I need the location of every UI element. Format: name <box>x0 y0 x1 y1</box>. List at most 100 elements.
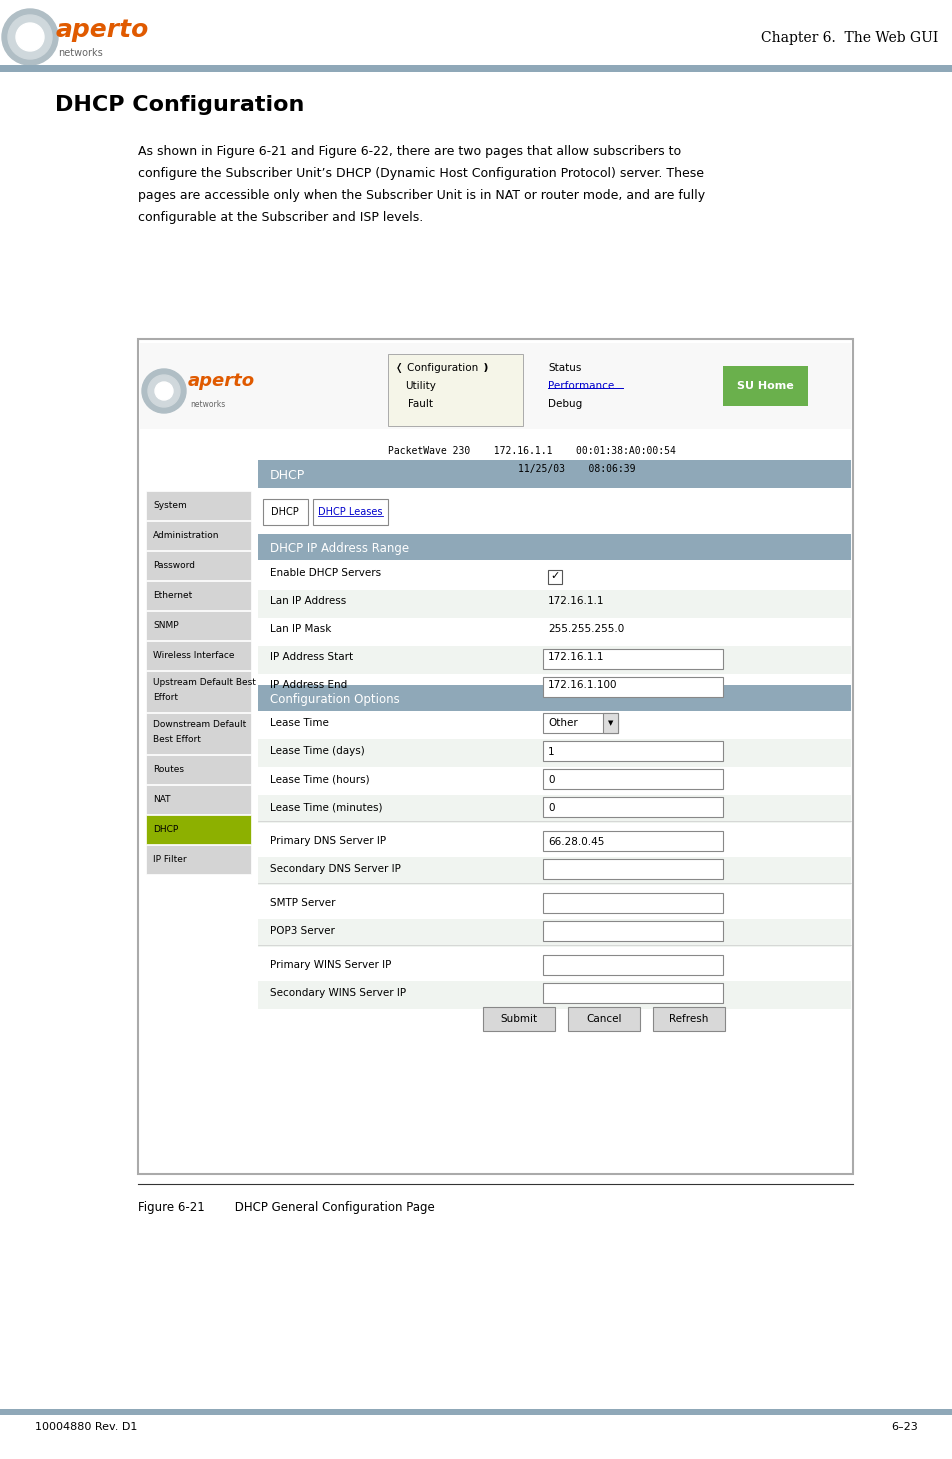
Circle shape <box>142 369 186 413</box>
Text: 11/25/03    08:06:39: 11/25/03 08:06:39 <box>518 464 635 474</box>
Bar <box>146 641 250 670</box>
Text: Refresh: Refresh <box>668 1014 708 1024</box>
Text: Lease Time (days): Lease Time (days) <box>269 746 365 756</box>
Text: Routes: Routes <box>153 765 184 773</box>
Bar <box>603 713 617 732</box>
Text: Configuration Options: Configuration Options <box>269 693 399 706</box>
Text: NAT: NAT <box>153 795 170 804</box>
Text: 10004880 Rev. D1: 10004880 Rev. D1 <box>35 1423 137 1431</box>
Text: Ethernet: Ethernet <box>153 591 192 600</box>
Text: Chapter 6.  The Web GUI: Chapter 6. The Web GUI <box>760 31 937 45</box>
Text: Lan IP Mask: Lan IP Mask <box>269 624 331 635</box>
Bar <box>723 366 807 406</box>
Text: Password: Password <box>153 560 195 569</box>
Text: configurable at the Subscriber and ISP levels.: configurable at the Subscriber and ISP l… <box>138 212 423 225</box>
Text: Other: Other <box>547 718 577 728</box>
Text: configure the Subscriber Unit’s DHCP (Dynamic Host Configuration Protocol) serve: configure the Subscriber Unit’s DHCP (Dy… <box>138 166 704 179</box>
Bar <box>543 769 723 789</box>
Bar <box>258 795 850 823</box>
Text: IP Address End: IP Address End <box>269 680 347 690</box>
Text: Performance: Performance <box>547 381 614 391</box>
Text: 172.16.1.1: 172.16.1.1 <box>547 652 604 662</box>
Text: pages are accessible only when the Subscriber Unit is in NAT or router mode, and: pages are accessible only when the Subsc… <box>138 190 704 201</box>
Text: Administration: Administration <box>153 531 219 540</box>
Text: 172.16.1.100: 172.16.1.100 <box>547 680 617 690</box>
Text: Lease Time: Lease Time <box>269 718 328 728</box>
Bar <box>140 341 850 1172</box>
Bar <box>543 893 723 913</box>
Bar <box>146 521 250 550</box>
Text: 255.255.255.0: 255.255.255.0 <box>547 624 624 635</box>
Text: Downstream Default: Downstream Default <box>153 719 246 730</box>
Bar <box>146 492 250 519</box>
Text: Status: Status <box>547 363 581 374</box>
Text: ❬ Configuration ❫: ❬ Configuration ❫ <box>394 363 489 374</box>
Bar <box>146 845 250 874</box>
Bar <box>258 711 850 740</box>
Text: POP3 Server: POP3 Server <box>269 926 334 937</box>
Bar <box>258 980 850 1010</box>
Text: networks: networks <box>189 400 225 409</box>
Bar <box>258 589 850 619</box>
Bar <box>258 767 850 795</box>
Bar <box>258 460 850 487</box>
Bar <box>146 816 250 843</box>
Circle shape <box>155 382 173 400</box>
Bar <box>543 859 723 878</box>
Bar <box>146 785 250 814</box>
Text: DHCP: DHCP <box>270 506 299 516</box>
Bar <box>258 646 850 674</box>
Text: ▼: ▼ <box>607 719 612 727</box>
Bar <box>567 1007 640 1032</box>
Circle shape <box>16 23 44 51</box>
Bar <box>146 611 250 641</box>
Text: Enable DHCP Servers: Enable DHCP Servers <box>269 568 381 578</box>
Bar <box>543 797 723 817</box>
Bar <box>138 338 852 1174</box>
Text: Submit: Submit <box>500 1014 537 1024</box>
Text: Best Effort: Best Effort <box>153 735 201 744</box>
Text: 172.16.1.1: 172.16.1.1 <box>547 595 604 605</box>
Text: Debug: Debug <box>547 398 582 409</box>
Text: DHCP IP Address Range: DHCP IP Address Range <box>269 541 408 554</box>
Text: DHCP: DHCP <box>269 468 305 481</box>
Text: Upstream Default Best: Upstream Default Best <box>153 678 255 687</box>
Text: Cancel: Cancel <box>585 1014 621 1024</box>
Text: Primary WINS Server IP: Primary WINS Server IP <box>269 960 391 970</box>
Text: 6–23: 6–23 <box>890 1423 917 1431</box>
Bar <box>263 499 307 525</box>
Text: Lan IP Address: Lan IP Address <box>269 595 346 605</box>
Circle shape <box>8 15 52 58</box>
Bar <box>0 66 952 71</box>
Bar <box>483 1007 554 1032</box>
Text: Fault: Fault <box>407 398 432 409</box>
Text: aperto: aperto <box>56 18 149 42</box>
Bar <box>258 953 850 980</box>
Circle shape <box>2 9 58 66</box>
Bar <box>258 919 850 947</box>
Bar <box>543 649 723 670</box>
Bar <box>547 570 562 584</box>
Text: Secondary DNS Server IP: Secondary DNS Server IP <box>269 864 401 874</box>
Bar <box>312 499 387 525</box>
Bar <box>652 1007 724 1032</box>
Text: SU Home: SU Home <box>736 381 793 391</box>
Bar <box>0 1408 952 1415</box>
Text: 66.28.0.45: 66.28.0.45 <box>547 837 604 848</box>
Text: PacketWave 230    172.16.1.1    00:01:38:A0:00:54: PacketWave 230 172.16.1.1 00:01:38:A0:00… <box>387 446 675 457</box>
Text: IP Filter: IP Filter <box>153 855 187 864</box>
Bar <box>543 921 723 941</box>
Text: Lease Time (minutes): Lease Time (minutes) <box>269 802 382 813</box>
Text: networks: networks <box>58 48 103 58</box>
Text: IP Address Start: IP Address Start <box>269 652 353 662</box>
Text: aperto: aperto <box>188 372 255 390</box>
Bar <box>258 562 850 589</box>
Text: SMTP Server: SMTP Server <box>269 897 335 907</box>
Bar <box>258 534 850 560</box>
Bar <box>258 856 850 886</box>
Text: 0: 0 <box>547 802 554 813</box>
Text: As shown in Figure 6-21 and Figure 6-22, there are two pages that allow subscrib: As shown in Figure 6-21 and Figure 6-22,… <box>138 144 681 158</box>
Text: Lease Time (hours): Lease Time (hours) <box>269 775 369 783</box>
Bar <box>258 740 850 767</box>
Bar <box>258 891 850 919</box>
